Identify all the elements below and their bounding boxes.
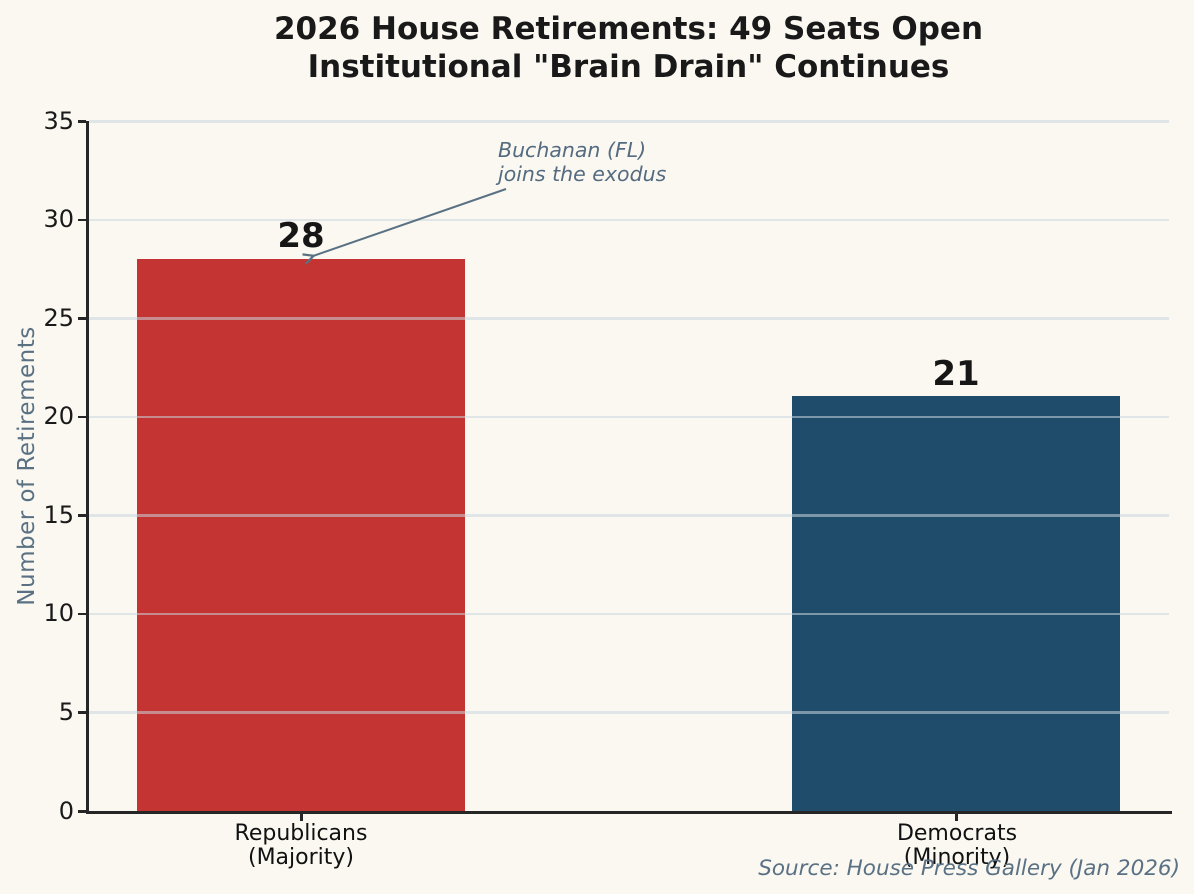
gridline-30 [89,218,1169,221]
y-tick-5 [78,711,86,714]
gridline-20 [89,415,1169,418]
bar-democrats[interactable] [792,396,1120,811]
gridline-25 [89,317,1169,320]
gridline-15 [89,514,1169,517]
gridline-35 [89,120,1169,123]
y-tick-label-10: 10 [43,599,74,627]
value-label-republicans: 28 [277,216,325,256]
gridline-10 [89,612,1169,615]
gridline-5 [89,711,1169,714]
annotation-line1: Buchanan (FL) [498,138,647,162]
x-label-republicans: Republicans (Majority) [171,822,431,870]
y-tick-30 [78,218,86,221]
y-tick-label-35: 35 [43,107,74,135]
plot-area [86,121,1172,814]
y-tick-25 [78,317,86,320]
value-label-democrats: 21 [932,354,980,394]
chart-title-line1: 2026 House Retirements: 49 Seats Open [273,11,984,47]
x-tick-democrats [955,812,958,821]
y-axis-label: Number of Retirements [14,326,40,606]
x-label-democrats-line2: (Minority) [903,845,1011,870]
x-label-republicans-line2: (Majority) [247,845,354,870]
annotation-text: Buchanan (FL) joins the exodus [498,138,666,186]
y-tick-label-15: 15 [43,501,74,529]
chart-title-line2: Institutional "Brain Drain" Continues [307,49,950,85]
y-tick-20 [78,415,86,418]
y-tick-0 [78,810,86,813]
y-tick-label-25: 25 [43,304,74,332]
chart-title: 2026 House Retirements: 49 Seats Open In… [88,10,1169,86]
y-tick-label-30: 30 [43,205,74,233]
y-tick-label-20: 20 [43,402,74,430]
y-tick-label-0: 0 [58,797,74,825]
source-note: Source: House Press Gallery (Jan 2026) [758,856,1180,881]
y-tick-35 [78,120,86,123]
bar-republicans[interactable] [137,259,465,811]
y-tick-label-5: 5 [58,698,74,726]
x-label-democrats-line1: Democrats [896,821,1018,846]
x-tick-republicans [300,812,303,821]
x-label-democrats: Democrats (Minority) [827,822,1087,870]
y-tick-10 [78,612,86,615]
x-label-republicans-line1: Republicans [234,821,368,846]
y-tick-15 [78,514,86,517]
annotation-line2: joins the exodus [498,162,667,186]
